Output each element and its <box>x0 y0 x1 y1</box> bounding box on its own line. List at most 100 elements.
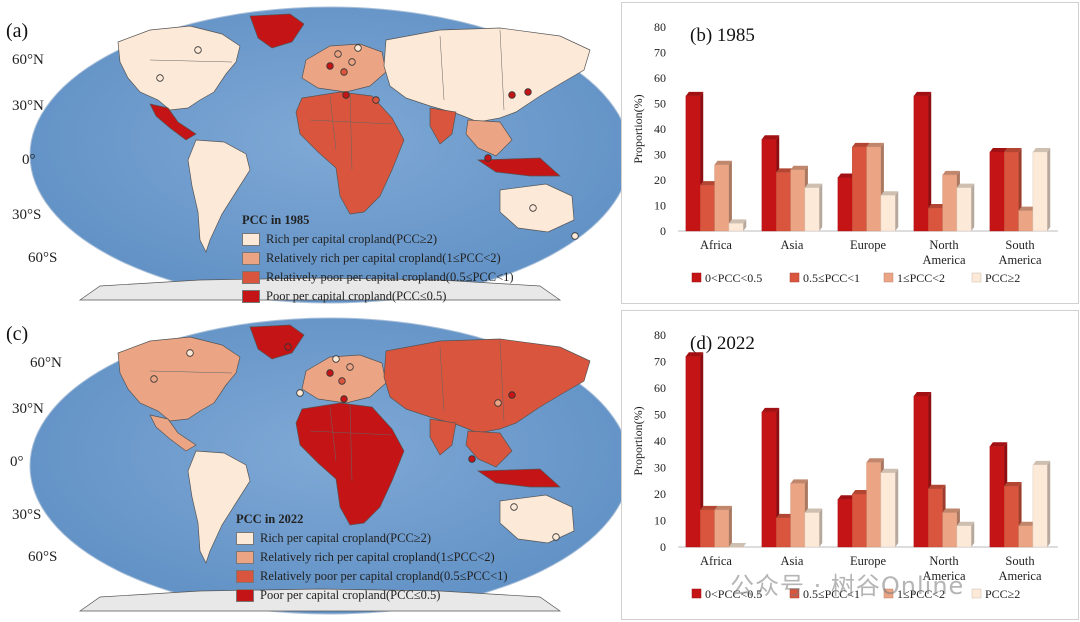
bar <box>804 187 820 232</box>
bar <box>880 195 896 232</box>
legend-item: Rich per capital cropland(PCC≥2) <box>236 529 508 548</box>
bar <box>1018 525 1034 548</box>
region-seAsia <box>465 430 513 468</box>
legend-swatch <box>883 272 894 283</box>
bar <box>700 184 715 232</box>
bar-side <box>1047 147 1051 231</box>
bar <box>804 512 820 548</box>
border-line <box>309 430 393 436</box>
x-tick-label: Africa <box>700 238 732 252</box>
bar-top <box>880 191 899 196</box>
island-marker <box>326 62 334 70</box>
legend-swatch <box>789 272 800 283</box>
bar-side <box>776 407 780 547</box>
legend-item: Poor per capital cropland(PCC≤0.5) <box>242 287 514 306</box>
region-europe <box>301 43 387 93</box>
region-centralAmerica <box>149 103 197 141</box>
bar <box>1018 210 1034 232</box>
y-tick-label: 0 <box>660 540 666 554</box>
chart-title: (b) 1985 <box>690 25 755 46</box>
legend-swatch <box>971 272 982 283</box>
x-tick-label: America <box>922 253 965 267</box>
x-tick-label: Europe <box>850 554 887 568</box>
y-tick-label: 40 <box>654 434 666 448</box>
island-marker <box>340 395 348 403</box>
region-indonesia <box>476 157 561 177</box>
legend-swatch <box>236 532 254 545</box>
legend-label: Relatively poor per capital cropland(0.5… <box>260 569 508 583</box>
y-tick-label: 40 <box>654 122 666 136</box>
island-marker <box>284 343 292 351</box>
island-marker <box>524 88 532 96</box>
border-line <box>499 340 505 422</box>
legend-label: Poor per capital cropland(PCC≤0.5) <box>260 588 441 602</box>
island-marker <box>186 349 194 357</box>
bar-side <box>895 191 899 231</box>
bar-side <box>728 505 732 547</box>
island-marker <box>156 74 164 82</box>
x-tick-label: Africa <box>700 554 732 568</box>
region-australia <box>499 494 575 544</box>
region-seAsia <box>465 119 513 157</box>
bar <box>790 169 806 232</box>
lat-label-30n: 30°N <box>12 98 44 114</box>
bar <box>837 499 853 548</box>
bar-top <box>1032 147 1051 152</box>
bar-chart-svg-2022: 0 10 20 30 40 50 60 70 80 Proportion(%) (d) 2022 Af… <box>631 328 1058 601</box>
border-line <box>439 35 445 101</box>
region-indiaSea <box>429 418 457 456</box>
y-tick-label: 10 <box>654 514 666 528</box>
y-tick-label: 70 <box>654 46 666 60</box>
bar <box>880 472 896 548</box>
legend-item: Poor per capital cropland(PCC≤0.5) <box>236 586 508 605</box>
border-line <box>149 370 233 374</box>
bar <box>928 488 943 548</box>
bar-top <box>685 91 704 96</box>
bar <box>728 546 744 548</box>
bar <box>1032 151 1048 232</box>
bar <box>776 172 791 232</box>
island-marker <box>342 91 350 99</box>
legend-swatch <box>236 589 254 602</box>
legend-label: 1≤PCC<2 <box>897 271 945 285</box>
legend-swatch <box>789 588 800 599</box>
island-marker <box>334 50 342 58</box>
region-asia <box>383 27 591 123</box>
bar-top <box>913 91 932 96</box>
island-marker <box>494 399 502 407</box>
bar-chart-1985: 0 10 20 30 40 50 60 70 80 Proportion(%) (b) 1985 Af… <box>621 2 1079 304</box>
y-axis-label: Proportion(%) <box>631 94 645 163</box>
island-marker <box>468 455 476 463</box>
island-marker <box>150 375 158 383</box>
bar <box>956 187 972 232</box>
bar <box>761 138 777 232</box>
region-southAmerica <box>187 450 251 564</box>
bar <box>942 174 958 232</box>
bar-top <box>913 391 932 396</box>
x-tick-label: North <box>929 554 959 568</box>
bar-top <box>714 505 732 510</box>
bar-top <box>866 142 884 147</box>
y-tick-label: 10 <box>654 199 666 213</box>
x-tick-label: South <box>1005 554 1035 568</box>
bar-side <box>700 352 704 547</box>
bar-top <box>761 135 780 140</box>
bar-side <box>728 160 732 231</box>
bar <box>913 395 929 548</box>
y-tick-label: 60 <box>654 381 666 395</box>
region-indiaSea <box>429 107 457 145</box>
region-africa <box>295 91 405 215</box>
bar-top <box>776 168 794 173</box>
bar <box>852 493 867 548</box>
island-marker <box>296 389 304 397</box>
legend-label: 0<PCC<0.5 <box>705 271 762 285</box>
bar-top <box>804 183 823 188</box>
world-map-2022 <box>29 317 625 615</box>
lat-label-0: 0° <box>10 454 24 470</box>
bar-top <box>1032 460 1051 465</box>
legend-label: Relatively poor per capital cropland(0.5… <box>266 270 514 284</box>
bar-top <box>837 495 856 500</box>
y-axis-label: Proportion(%) <box>631 406 645 475</box>
world-map-1985 <box>29 6 625 304</box>
lat-label-30s: 30°S <box>12 207 42 223</box>
